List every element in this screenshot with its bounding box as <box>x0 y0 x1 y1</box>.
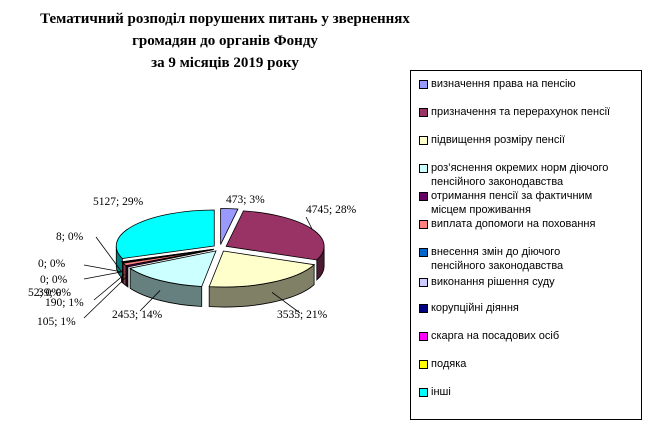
leader-line <box>271 292 301 314</box>
legend-swatch <box>419 360 428 369</box>
legend-label-line: роз’яснення окремих норм діючого <box>431 162 609 174</box>
pie-slice <box>220 208 239 245</box>
legend-label: визначення права на пенсію <box>431 77 645 91</box>
legend-swatch <box>419 388 428 397</box>
legend-label-line: виконання рішення суду <box>431 276 555 288</box>
chart-title-line-1: Тематичний розподіл порушених питань у з… <box>40 11 410 27</box>
legend-label: роз’яснення окремих норм діючого пенсійно… <box>431 161 645 189</box>
legend-label: внесення змін до діючого пенсійного закон… <box>431 245 645 273</box>
slice-data-label: 0; 0% <box>38 258 66 270</box>
pie-slice <box>129 250 217 287</box>
leader-line <box>93 274 125 301</box>
legend-label: інші <box>431 385 645 399</box>
legend-swatch <box>419 164 428 173</box>
legend-label-line: підвищення розміру пенсії <box>431 134 565 146</box>
legend-label: скарга на посадових осіб <box>431 329 645 343</box>
pie-slice-side <box>122 262 127 287</box>
slice-data-label: 52; 0% <box>28 287 61 299</box>
pie-tops <box>115 208 325 288</box>
legend-label-line: пенсійного законодавства <box>431 260 564 272</box>
legend-label-line: визначення права на пенсію <box>431 78 576 90</box>
pie-slice <box>115 209 215 259</box>
legend-swatch <box>419 80 428 89</box>
leader-line <box>83 276 128 319</box>
leader-line <box>83 271 122 280</box>
legend-swatch <box>419 332 428 341</box>
legend-label-line: призначення та перерахунок пенсії <box>431 106 611 118</box>
pie-slice-side <box>125 264 129 288</box>
slice-data-label: 4745; 28% <box>306 204 357 216</box>
slice-data-label: 190; 1% <box>45 297 84 309</box>
legend-label-line: місцем проживання <box>431 204 531 216</box>
legend-label-line: внесення змін до діючого <box>431 246 561 258</box>
legend-swatch <box>419 192 428 201</box>
legend-label-line: інші <box>431 386 451 398</box>
pie-slice <box>120 248 214 263</box>
leader-line <box>139 290 161 312</box>
legend-label: отримання пенсії за фактичним місцем прож… <box>431 189 645 217</box>
chart-title-line-2: громадян до органів Фонду <box>132 33 318 49</box>
legend-swatch <box>419 136 428 145</box>
slice-data-label: 3535; 21% <box>277 309 328 321</box>
legend-label-line: корупційні діяння <box>431 302 519 314</box>
legend-label-line: подяка <box>431 358 467 370</box>
pie-slice <box>225 210 325 261</box>
slice-data-label: 39; 0% <box>38 287 71 299</box>
legend-swatch <box>419 108 428 117</box>
slice-data-label: 2453; 14% <box>112 309 163 321</box>
leader-line <box>95 236 122 273</box>
legend-label: корупційні діяння <box>431 301 645 315</box>
chart-title-line-3: за 9 місяців 2019 року <box>151 55 299 71</box>
legend-label-line: отримання пенсії за фактичним <box>431 190 593 202</box>
pie-sides <box>115 245 325 308</box>
leader-line <box>305 216 313 230</box>
legend-swatch <box>419 278 428 287</box>
slice-data-label: 473; 3% <box>226 194 265 206</box>
leader-lines <box>83 216 313 319</box>
legend-label: виконання рішення суду <box>431 275 645 289</box>
legend: визначення права на пенсію призначення та… <box>410 70 642 420</box>
slice-data-label: 0; 0% <box>40 274 68 286</box>
legend-label: подяка <box>431 357 645 371</box>
legend-label: виплата допомоги на поховання <box>431 217 645 231</box>
legend-label-line: виплата допомоги на поховання <box>431 218 596 230</box>
legend-label-line: пенсійного законодавства <box>431 176 564 188</box>
legend-label-line: скарга на посадових осіб <box>431 330 560 342</box>
chart-title: Тематичний розподіл порушених питань у з… <box>40 8 410 74</box>
pie-labels: 473; 3% 4745; 28% 3535; 21% 2453; 14% 105; 1… <box>28 194 357 328</box>
legend-label: призначення та перерахунок пенсії <box>431 105 645 119</box>
legend-swatch <box>419 248 428 257</box>
slice-data-label: 5127; 29% <box>93 196 144 208</box>
legend-swatch <box>419 304 428 313</box>
legend-label: підвищення розміру пенсії <box>431 133 645 147</box>
slice-data-label: 8; 0% <box>56 231 84 243</box>
legend-swatch <box>419 220 428 229</box>
leader-line <box>83 264 122 273</box>
pie-slice <box>208 250 316 288</box>
slice-data-label: 105; 1% <box>37 316 76 328</box>
